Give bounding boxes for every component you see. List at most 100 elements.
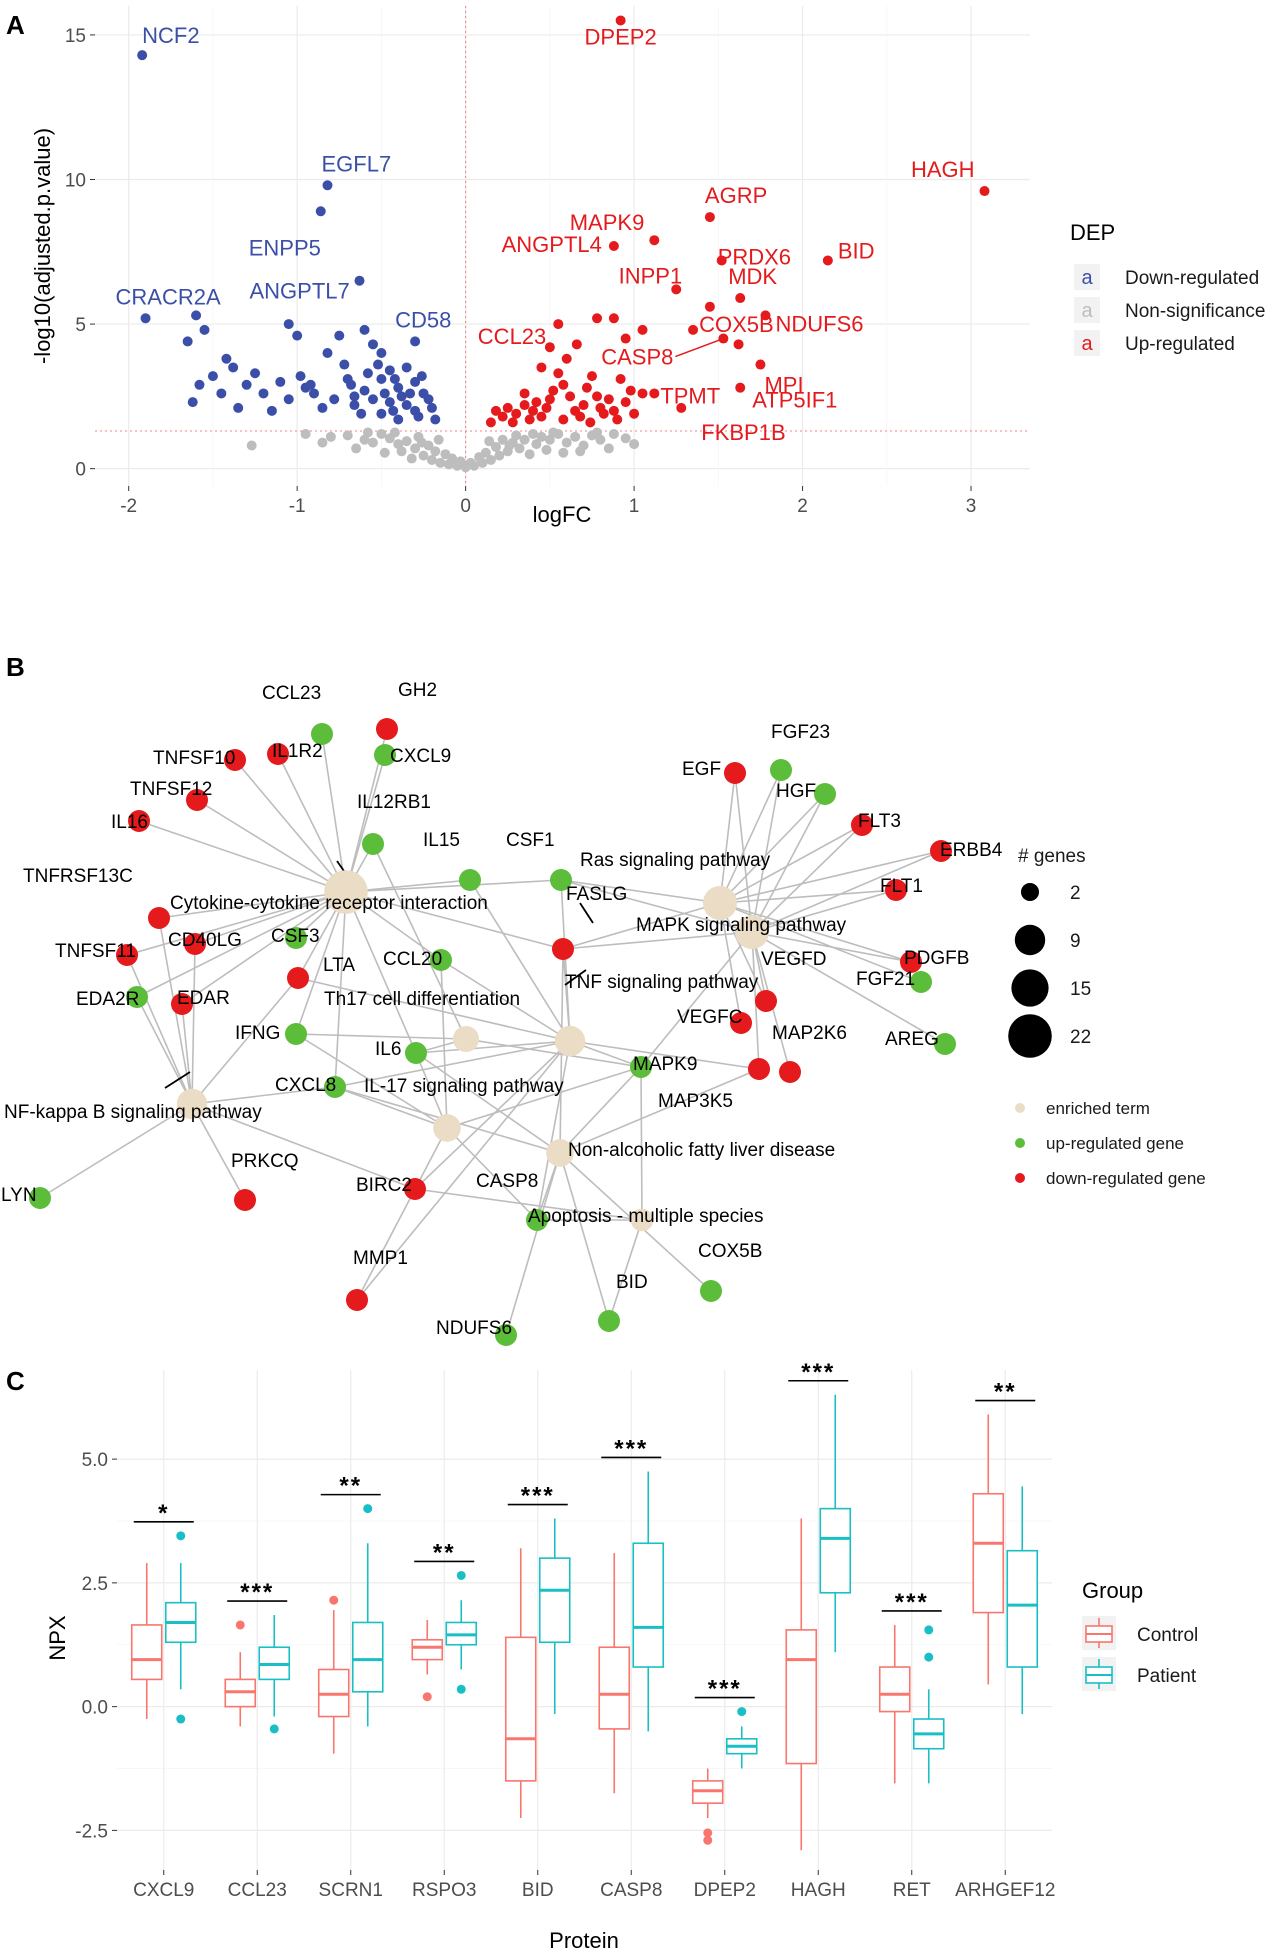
- edge-nafld-ndufs6: [505, 1152, 561, 1336]
- gene-label-cxcl9: CXCL9: [390, 746, 451, 767]
- edge-nfkb-birc2: [191, 1103, 416, 1190]
- color-legend-label-up-regulated-gene: up-regulated gene: [1046, 1134, 1184, 1153]
- point-down: [349, 400, 360, 411]
- point-nonsignificant: [379, 447, 390, 458]
- box-control-bid-box: [504, 1636, 537, 1782]
- edge-nfkb-cd40lg: [191, 943, 196, 1105]
- box-control-hagh-box: [785, 1629, 818, 1765]
- point-label-dpep2: DPEP2: [585, 24, 657, 49]
- point-inpp1: [671, 284, 682, 295]
- plot-a-points-nonsignificant: [246, 427, 640, 473]
- gene-node-tnfsf10: [224, 749, 246, 771]
- point-up: [620, 397, 631, 408]
- point-nonsignificant: [485, 454, 496, 465]
- gene-label-vegfd: VEGFD: [761, 949, 826, 970]
- point-ncf2: [137, 50, 148, 61]
- point-cd58: [410, 336, 421, 347]
- point-up: [704, 301, 715, 312]
- size-legend-circle-22: [1008, 1014, 1052, 1058]
- significance-stars-casp8: ***: [614, 1435, 648, 1462]
- point-angptl7: [354, 275, 365, 286]
- gene-label-lyn: LYN: [1, 1185, 37, 1206]
- edge-mapk-csf1: [560, 879, 753, 933]
- point-nonsignificant: [435, 457, 446, 468]
- edge-nfkb-prkcq: [191, 1103, 246, 1201]
- box-patient-rspo3-outlier: [456, 1684, 466, 1694]
- gene-node-il15: [459, 869, 481, 891]
- color-legend-dot-down-regulated-gene: [1015, 1173, 1025, 1183]
- point-up: [553, 368, 564, 379]
- gene-node-bid: [598, 1310, 620, 1332]
- point-nonsignificant: [469, 460, 480, 471]
- point-label-mpi: MPI: [764, 373, 803, 398]
- point-fkbp1b: [676, 402, 687, 413]
- point-down: [349, 391, 360, 402]
- gene-label-lta: LTA: [323, 955, 355, 976]
- edge-il17-casp8: [446, 1127, 538, 1221]
- box-control-dpep2-outlier: [703, 1835, 713, 1845]
- plot-a-points-down: [182, 310, 441, 425]
- edge-cyt-il16: [138, 820, 347, 893]
- point-down: [182, 336, 193, 347]
- point-label-ncf2: NCF2: [142, 23, 199, 48]
- plot-c-boxes: [130, 1394, 1039, 1851]
- point-down: [401, 362, 412, 373]
- point-nonsignificant: [511, 430, 522, 441]
- gene-node-egf: [724, 762, 746, 784]
- gene-node-erbb4: [930, 840, 952, 862]
- gene-node-hgf: [814, 783, 836, 805]
- point-label-ndufs6: NDUFS6: [776, 311, 864, 336]
- point-label-tpmt: TPMT: [660, 383, 720, 408]
- point-down: [241, 379, 252, 390]
- point-up: [528, 405, 539, 416]
- box-control-ret-box: [878, 1666, 911, 1713]
- size-legend-value-2: 2: [1070, 883, 1081, 904]
- point-down: [207, 371, 218, 382]
- gene-label-edar: EDAR: [177, 988, 230, 1009]
- x-tick-label-cxcl9: CXCL9: [133, 1880, 194, 1901]
- point-down: [389, 374, 400, 385]
- point-up: [524, 414, 535, 425]
- x-tick-label-casp8: CASP8: [600, 1880, 662, 1901]
- point-down: [187, 397, 198, 408]
- box-patient-casp8-box: [632, 1542, 665, 1668]
- gene-label-csf3: CSF3: [271, 926, 320, 947]
- gene-node-il16: [128, 810, 150, 832]
- point-nonsignificant: [389, 427, 400, 438]
- color-legend-label-down-regulated-gene: down-regulated gene: [1046, 1169, 1206, 1188]
- point-down: [322, 347, 333, 358]
- point-up: [511, 408, 522, 419]
- x-tick-label: -2: [120, 496, 137, 517]
- y-tick-label: 0: [75, 460, 86, 481]
- point-up: [575, 411, 586, 422]
- gene-node-gh2: [376, 718, 398, 740]
- size-legend-circle-9: [1014, 924, 1046, 956]
- point-down: [396, 391, 407, 402]
- point-down: [413, 411, 424, 422]
- point-down: [430, 414, 441, 425]
- point-nonsignificant: [430, 446, 441, 457]
- point-nonsignificant: [484, 436, 495, 447]
- gene-label-map2k6: MAP2K6: [772, 1023, 847, 1044]
- box-control-arhgef12: [972, 1414, 1005, 1685]
- point-up: [531, 397, 542, 408]
- color-legend-label-enriched-term: enriched term: [1046, 1099, 1150, 1118]
- point-nonsignificant: [504, 440, 515, 451]
- edge-tnf-mmp1: [356, 1040, 571, 1301]
- point-down: [305, 379, 316, 390]
- edge-il17-mmp1: [356, 1127, 448, 1301]
- point-down: [191, 310, 202, 321]
- point-down: [266, 405, 277, 416]
- y-tick-label: 15: [65, 26, 86, 47]
- point-up: [592, 391, 603, 402]
- edge-apo-birc2: [414, 1188, 643, 1221]
- gene-node-il6: [405, 1042, 427, 1064]
- box-patient-rspo3-outlier: [456, 1570, 466, 1580]
- term-label-cyt: Cytokine-cytokine receptor interaction: [170, 893, 488, 914]
- point-nonsignificant: [528, 428, 539, 439]
- point-nonsignificant: [490, 441, 501, 452]
- edge-tnf-casp8: [536, 1040, 571, 1221]
- edge-cyt-tnfsf10: [234, 759, 347, 893]
- point-down: [393, 414, 404, 425]
- point-down: [367, 394, 378, 405]
